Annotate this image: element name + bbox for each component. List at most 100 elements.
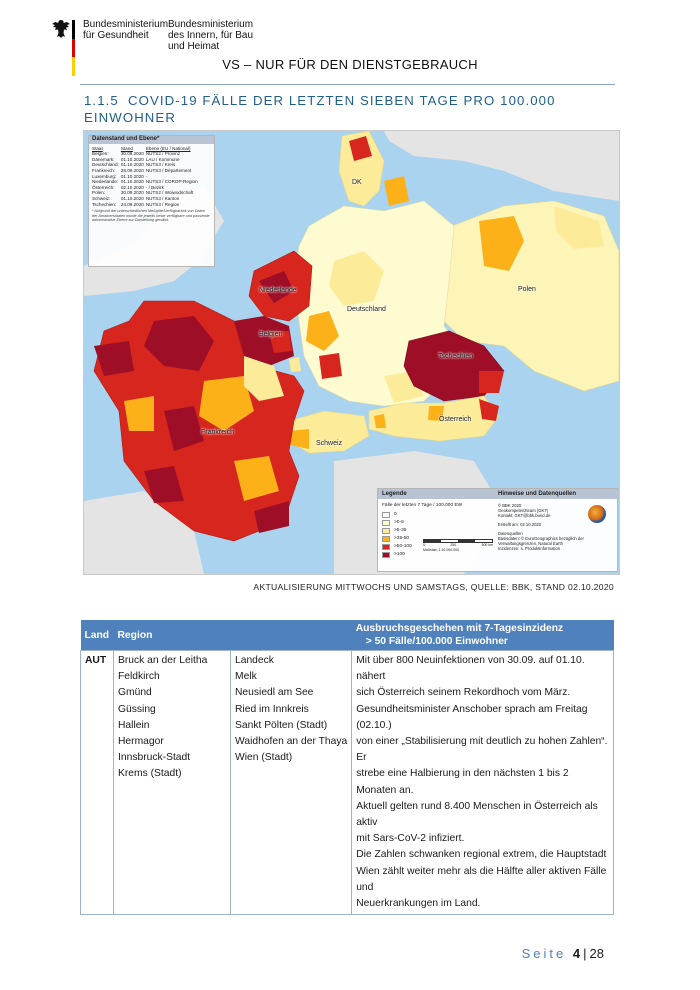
- region-name: Waidhofen an der Thaya: [235, 736, 348, 748]
- legend-item: >35-50: [382, 535, 412, 543]
- region-name: Hermagor: [118, 736, 164, 748]
- sources-line: Inzidenzen: s. Produktinformation: [498, 546, 561, 551]
- data-status-cell: Deutschland:: [92, 162, 119, 168]
- header-outbreaks-line1: Ausbruchsgeschehen mit 7-Tagesinzidenz: [355, 623, 564, 634]
- country-code: AUT: [80, 649, 114, 916]
- scale-tick: 250: [450, 543, 457, 547]
- legend-item: >5-35: [382, 527, 412, 535]
- data-status-cell: 01.10.2020: [120, 179, 144, 185]
- legend-label: >5-35: [394, 528, 407, 533]
- map-label-belgien: Belgien: [259, 331, 283, 338]
- scale-bar: 0 250 500 km Maßstab: 1:10.000.000: [423, 539, 493, 552]
- data-status-cell: NUTS3 / Kanton: [145, 195, 180, 201]
- created-date: Erstellt am: 02.10.2020: [498, 522, 542, 527]
- data-status-cell: 01.10.2020: [120, 195, 144, 201]
- hints-content: © BBK 2020 Geokompetenzteam (GKT) Kontak…: [498, 503, 603, 551]
- header-outbreaks: Ausbruchsgeschehen mit 7-Tagesinzidenz >…: [351, 620, 614, 651]
- data-status-cell: NUTS3 / Kreis: [145, 162, 176, 168]
- data-status-cell: NUTS2 / Provinz: [145, 151, 181, 157]
- region-name: Neusiedl am See: [235, 687, 314, 699]
- data-status-box: Datenstand und Ebene* Staat Stand Ebene …: [88, 135, 215, 267]
- data-status-cell: 30.09.2020: [120, 151, 144, 157]
- incidence-map: DK Niederlande Belgien Deutschland Polen…: [83, 130, 620, 575]
- federal-eagle-icon: [52, 20, 70, 38]
- scale-tick: 0: [423, 543, 425, 547]
- description-line: Aktuell gelten rund 8.400 Menschen in Ös…: [356, 800, 598, 829]
- data-status-cell: - / Bezirk: [145, 184, 164, 190]
- region-name: Ried im Innkreis: [235, 703, 309, 715]
- map-label-deutschland: Deutschland: [347, 306, 386, 313]
- data-status-cell: NUTS2 / Woiwodschaft: [145, 190, 194, 196]
- data-status-cell: 30.09.2020: [120, 190, 144, 196]
- description-line: Neuerkrankungen im Land.: [356, 898, 481, 910]
- page-number: 4: [572, 946, 581, 961]
- legend-swatch: [382, 544, 390, 550]
- legend-item: >50-100: [382, 543, 412, 551]
- description-line: strebe eine Halbierung in den nächsten 1…: [356, 768, 569, 796]
- description-line: Mit über 800 Neuinfektionen von 30.09. a…: [356, 655, 585, 683]
- legend-items: 0 >0-5 >5-35 >35-50 >50-100 >100: [382, 511, 412, 559]
- legend-swatch: [382, 536, 390, 542]
- region-name: Innsbruck-Stadt: [118, 752, 191, 764]
- data-status-cell: 01.10.2020: [120, 156, 144, 162]
- legend-swatch: [382, 512, 390, 518]
- description-line: von einer „Stabilisierung mit deutlich z…: [356, 736, 608, 764]
- map-label-frankreich: Frankreich: [201, 429, 235, 436]
- region-name: Hallein: [118, 719, 150, 731]
- legend-label: >50-100: [394, 544, 412, 549]
- data-status-cell: Österreich:: [92, 184, 115, 190]
- data-status-cell: Dänemark:: [92, 156, 115, 162]
- ministry-health-name: Bundesministerium für Gesundheit: [83, 19, 169, 41]
- legend-item: >0-5: [382, 519, 412, 527]
- data-status-cell: 28.09.2020: [120, 167, 144, 173]
- map-label-schweiz: Schweiz: [316, 440, 343, 447]
- legend-swatch: [382, 552, 390, 558]
- data-status-table: Staat Stand Ebene (EU / National) Belgie…: [92, 146, 200, 208]
- data-status-row: Tschechien: 24.09.2020 NUTS3 / Region: [92, 202, 200, 208]
- data-status-cell: 01.10.2020: [120, 162, 144, 168]
- data-status-row: Österreich: 02.10.2020- / Bezirk: [92, 185, 200, 191]
- data-status-cell: LAU / Kommune: [145, 156, 180, 162]
- data-status-header: Ebene (EU / National): [145, 145, 191, 151]
- description-line: Die Zahlen schwanken regional extrem, di…: [356, 849, 607, 861]
- data-status-row: Dänemark: 01.10.2020 LAU / Kommune: [92, 157, 200, 163]
- data-status-row: Niederlande: 01.10.2020 NUTS3 / COROP-Regi…: [92, 179, 200, 185]
- data-status-cell: 01.10.2020: [120, 173, 144, 179]
- legend-subtitle: Fälle der letzten 7 Tage / 100.000 EW: [382, 503, 463, 508]
- data-status-header: Stand: [120, 145, 133, 151]
- classification-marking: VS – NUR FÜR DEN DIENSTGEBRAUCH: [222, 57, 478, 72]
- german-flag-stripe: [72, 20, 75, 76]
- map-label-tschechien: Tschechien: [438, 353, 474, 360]
- data-status-cell: Polen:: [92, 190, 106, 196]
- hints-line: Geokompetenzteam (GKT): [498, 508, 549, 513]
- legend-swatch: [382, 520, 390, 526]
- legend-item: >100: [382, 551, 412, 559]
- header-divider: [80, 84, 615, 85]
- page-footer: Seite 4 | 28: [521, 946, 604, 961]
- data-status-row: Luxemburg: 01.10.2020-: [92, 174, 200, 180]
- map-label-polen: Polen: [518, 286, 536, 293]
- data-status-cell: NUTS3 / Region: [145, 201, 180, 207]
- data-status-row: Schweiz: 01.10.2020 NUTS3 / Kanton: [92, 196, 200, 202]
- data-status-note: * Aufgrund der unterschiedlichen Meßgüte…: [92, 209, 210, 222]
- map-label-oesterreich: Österreich: [439, 416, 472, 423]
- map-legend: Legende Hinweise und Datenquellen Fälle …: [377, 488, 619, 572]
- legend-label: >35-50: [394, 536, 410, 541]
- data-status-cell: NUTS3 / COROP-Region: [145, 179, 198, 185]
- data-status-row: Polen: 30.09.2020 NUTS2 / Woiwodschaft: [92, 190, 200, 196]
- table-header-row: Land Region Ausbruchsgeschehen mit 7-Tag…: [80, 620, 614, 651]
- region-name: Bruck an der Leitha: [118, 655, 208, 666]
- header-outbreaks-line2: > 50 Fälle/100.000 Einwohner: [365, 636, 508, 647]
- region-name: Wien (Stadt): [235, 752, 293, 764]
- section-title-line1: COVID-19 FÄLLE DER LETZTEN SIEBEN TAGE P…: [84, 93, 556, 125]
- table-row: AUT Bruck an der Leitha Feldkirch Gmünd Güs…: [80, 649, 614, 916]
- data-status-cell: Belgien:: [92, 151, 109, 157]
- page-word: Seite: [521, 946, 567, 961]
- bbk-logo-icon: [588, 505, 606, 523]
- legend-label: >0-5: [394, 520, 404, 525]
- region-name: Krems (Stadt): [118, 768, 182, 780]
- scale-ratio: Maßstab: 1:10.000.000: [423, 548, 459, 552]
- ministry-logo-block: Bundesministerium für Gesundheit Bundesm…: [50, 18, 270, 76]
- description-line: mit Sars-CoV-2 infiziert.: [356, 833, 465, 845]
- sources-line: Datenquellen: [498, 531, 523, 536]
